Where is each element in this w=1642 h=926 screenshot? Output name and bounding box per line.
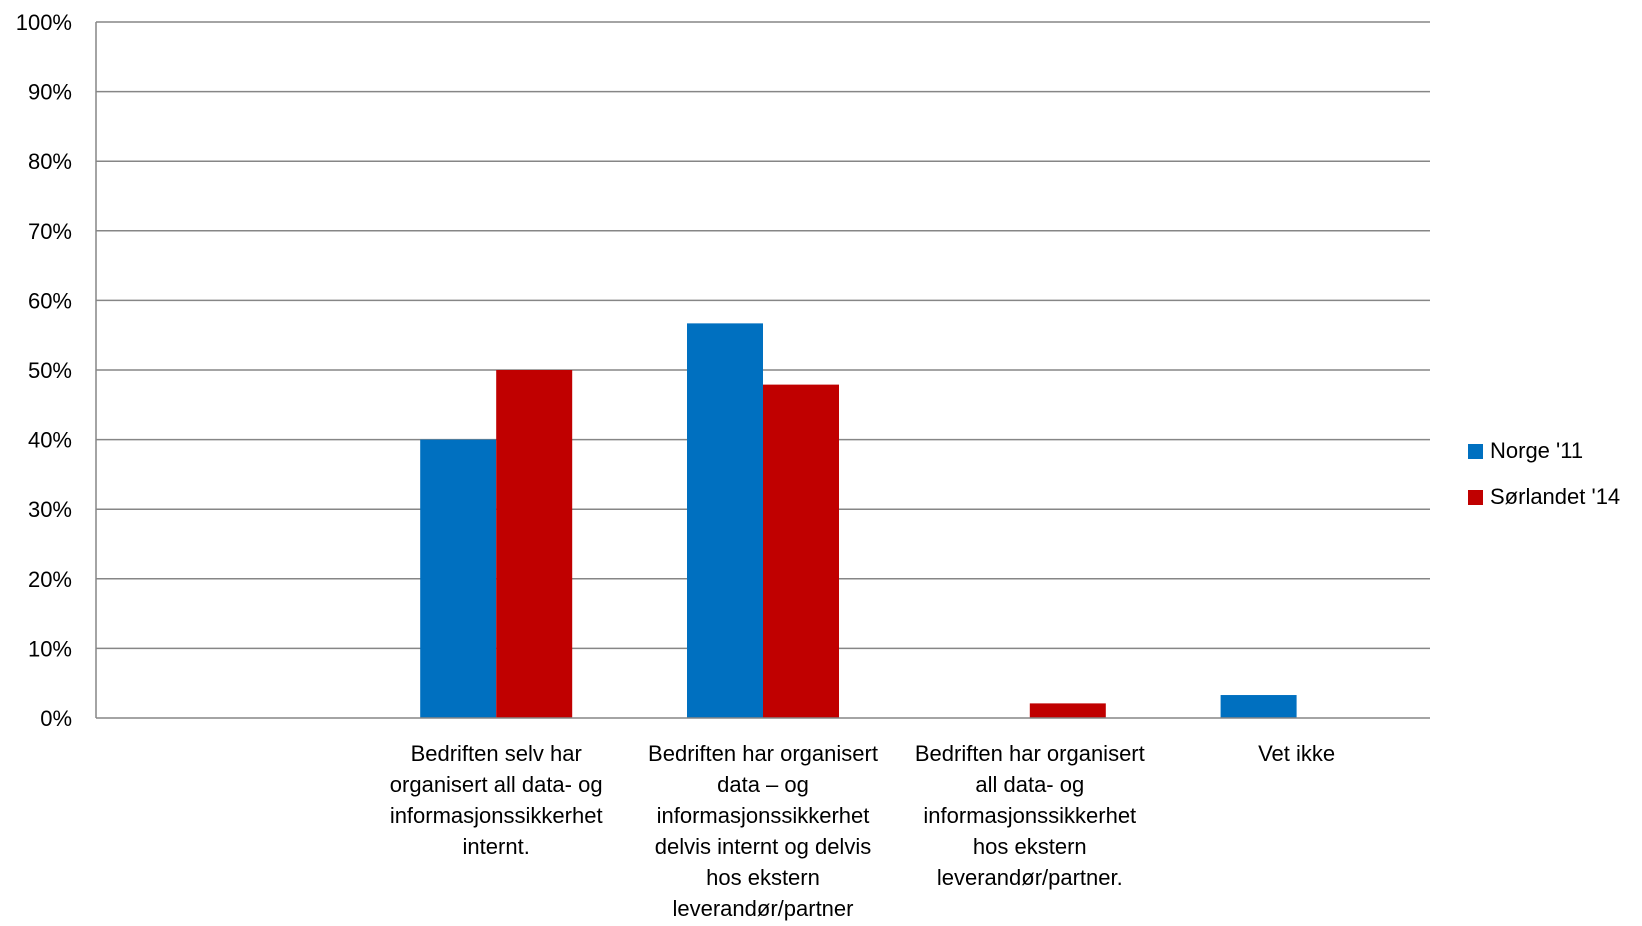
x-category-label: Vet ikke [1258,741,1336,766]
legend-item-sorlandet: Sørlandet '14 [1468,474,1620,520]
legend: Norge '11 Sørlandet '14 [1468,428,1620,520]
y-tick-label: 0% [40,706,72,731]
bar-sorlandet [1029,703,1106,718]
y-axis-tick-labels: 0% 10% 20% 30% 40% 50% 60% 70% 80% 90% 100% [16,10,72,731]
y-tick-label: 70% [28,219,72,244]
legend-label-norge: Norge '11 [1490,438,1584,463]
bar-sorlandet [496,370,573,718]
bar-norge [420,439,497,718]
y-tick-label: 40% [28,428,72,453]
legend-swatch-sorlandet [1468,489,1483,505]
y-tick-label: 90% [28,80,72,105]
legend-label-sorlandet: Sørlandet '14 [1490,484,1621,509]
bar-norge [687,323,763,718]
x-category-label: Bedriften har organisert data – og infor… [648,741,878,921]
y-tick-label: 100% [16,10,72,35]
y-tick-label: 80% [28,149,72,174]
y-tick-label: 30% [28,497,72,522]
bars [420,323,1297,718]
x-category-label: Bedriften har organisert all data- og in… [914,741,1145,890]
y-tick-label: 60% [28,288,72,313]
bar-norge [1220,695,1297,718]
y-tick-label: 10% [28,636,72,661]
y-tick-label: 50% [28,358,72,383]
bar-sorlandet [763,384,839,718]
legend-item-norge: Norge '11 [1468,428,1620,474]
y-tick-label: 20% [28,567,72,592]
x-category-label: Bedriften selv har organisert all data- … [389,741,603,859]
legend-swatch-norge [1468,443,1483,459]
